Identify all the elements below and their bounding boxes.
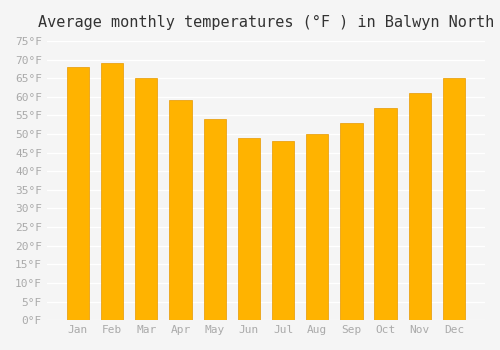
Bar — [67, 67, 89, 320]
Bar — [306, 134, 328, 320]
Bar — [443, 78, 465, 320]
Bar — [204, 119, 226, 320]
Title: Average monthly temperatures (°F ) in Balwyn North: Average monthly temperatures (°F ) in Ba… — [38, 15, 494, 30]
Bar — [374, 108, 396, 320]
Bar — [408, 93, 431, 320]
Bar — [238, 138, 260, 320]
Bar — [101, 63, 123, 320]
Bar — [170, 100, 192, 320]
Bar — [135, 78, 158, 320]
Bar — [272, 141, 294, 320]
Bar — [340, 123, 362, 320]
